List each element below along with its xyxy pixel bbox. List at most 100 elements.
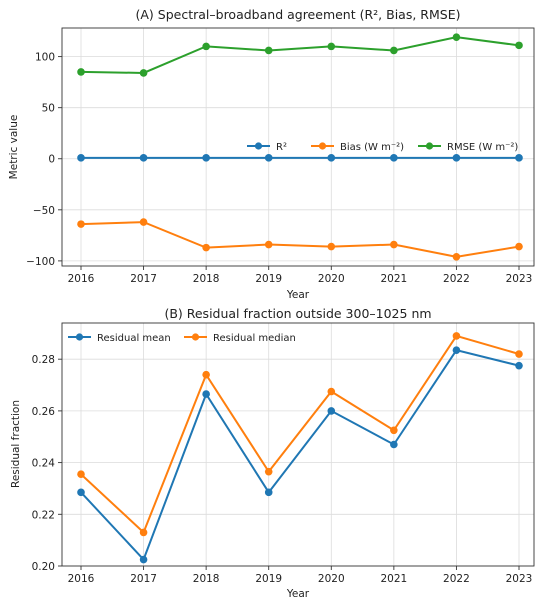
panel-a-point-r	[139, 154, 148, 162]
panel-a-point-bias-w-m	[139, 218, 148, 226]
panel-a-ytick-label: −50	[33, 205, 55, 217]
panel-a-xtick-label: 2020	[318, 273, 345, 285]
panel-a-ylabel: Metric value	[8, 115, 20, 180]
panel-b-xlabel: Year	[286, 588, 310, 600]
legend-marker-residual-median	[191, 333, 200, 341]
panel-b-point-residual-mean	[139, 555, 148, 564]
panel-b-point-residual-mean	[452, 346, 461, 354]
panel-b-plot-frame	[61, 322, 535, 567]
panel-b-series-line-residual-mean	[80, 349, 520, 562]
panel-b-xtick-label: 2022	[443, 573, 470, 585]
panel-a-ticks: 2016 2017 2018 2019 2020 2021 2022 2023 −100 −50 0…	[26, 52, 532, 285]
panel-a-legend: R² Bias (W m⁻²) RMSE (W m⁻²)	[247, 142, 518, 153]
panel-a-point-bias-w-m	[202, 243, 210, 252]
panel-b-ytick-label: 0.28	[32, 354, 55, 366]
legend-marker-bias	[318, 142, 327, 150]
panel-a-point-r	[390, 154, 398, 162]
panel-a-point-bias-w-m	[327, 242, 336, 251]
panel-a-series-line-rmse-w-m	[80, 36, 520, 74]
panel-b-ylabel: Residual fraction	[10, 400, 22, 488]
legend-label-r2: R²	[276, 142, 287, 153]
panel-b-series	[77, 332, 523, 564]
legend-marker-residual-mean	[75, 333, 84, 341]
panel-b-point-residual-mean	[264, 488, 273, 497]
panel-a-series-line-bias-w-m	[80, 221, 520, 258]
panel-a-ytick-label: −100	[26, 256, 55, 268]
panel-a: (A) Spectral–broadband agreement (R², Bi…	[8, 7, 535, 301]
panel-a-point-rmse-w-m	[327, 42, 336, 51]
panel-b-title: (B) Residual fraction outside 300–1025 n…	[164, 306, 431, 321]
panel-b-xtick-label: 2023	[506, 573, 533, 585]
legend-marker-r2	[254, 142, 263, 150]
panel-a-ytick-label: 0	[48, 154, 55, 166]
panel-a-point-rmse-w-m	[77, 68, 85, 76]
panel-b: (B) Residual fraction outside 300–1025 n…	[10, 306, 535, 600]
legend-label-residual-median: Residual median	[213, 333, 296, 344]
panel-a-series	[77, 33, 523, 261]
panel-a-xtick-label: 2023	[506, 273, 533, 285]
legend-label-bias: Bias (W m⁻²)	[340, 142, 404, 153]
panel-b-point-residual-mean	[327, 407, 336, 415]
panel-a-point-bias-w-m	[77, 220, 85, 228]
panel-a-xtick-label: 2022	[443, 273, 470, 285]
legend-label-rmse: RMSE (W m⁻²)	[447, 142, 518, 153]
panel-a-point-r	[452, 154, 461, 162]
legend-item-bias: Bias (W m⁻²)	[311, 142, 404, 153]
panel-b-point-residual-median	[327, 387, 336, 396]
panel-b-ytick-label: 0.22	[32, 509, 55, 521]
panel-a-ytick-label: 50	[42, 103, 55, 115]
panel-a-point-bias-w-m	[264, 240, 273, 249]
panel-a-point-r	[264, 154, 273, 162]
panel-a-point-rmse-w-m	[202, 42, 210, 51]
legend-item-rmse: RMSE (W m⁻²)	[418, 142, 518, 153]
panel-b-xtick-label: 2019	[255, 573, 282, 585]
panel-a-title: (A) Spectral–broadband agreement (R², Bi…	[136, 7, 461, 22]
panel-a-xtick-label: 2018	[193, 273, 220, 285]
panel-a-point-bias-w-m	[515, 242, 523, 251]
legend-marker-rmse	[425, 142, 434, 150]
legend-item-residual-median: Residual median	[184, 333, 296, 344]
panel-b-point-residual-median	[390, 426, 398, 435]
panel-b-point-residual-mean	[390, 440, 398, 449]
panel-a-point-r	[327, 154, 336, 162]
panel-b-ytick-label: 0.24	[32, 458, 56, 470]
panel-a-point-rmse-w-m	[264, 46, 273, 55]
panel-a-point-r	[77, 154, 85, 162]
panel-b-ytick-label: 0.26	[32, 406, 56, 418]
panel-a-plot-frame	[61, 27, 535, 267]
panel-b-xtick-label: 2020	[318, 573, 345, 585]
panel-a-point-rmse-w-m	[139, 69, 148, 77]
legend-item-r2: R²	[247, 142, 287, 153]
panel-a-point-r	[515, 154, 523, 162]
panel-b-xtick-label: 2018	[193, 573, 220, 585]
legend-item-residual-mean: Residual mean	[68, 333, 171, 344]
panel-b-point-residual-median	[202, 370, 210, 379]
panel-a-xtick-label: 2017	[130, 273, 157, 285]
panel-b-series-line-residual-median	[80, 334, 520, 535]
panel-a-xlabel: Year	[286, 289, 310, 301]
panel-b-point-residual-mean	[202, 390, 210, 398]
panel-a-ytick-label: 100	[35, 52, 55, 64]
panel-a-point-bias-w-m	[452, 253, 461, 261]
panel-b-xtick-label: 2021	[380, 573, 407, 585]
panel-b-point-residual-median	[452, 332, 461, 340]
panel-b-ytick-label: 0.20	[32, 561, 55, 573]
panel-b-point-residual-median	[264, 467, 273, 476]
panel-a-point-rmse-w-m	[452, 33, 461, 41]
panel-a-xtick-label: 2016	[68, 273, 95, 285]
legend-label-residual-mean: Residual mean	[97, 333, 171, 344]
panel-b-legend: Residual mean Residual median	[68, 333, 296, 344]
panel-a-point-r	[202, 154, 210, 162]
panel-b-ticks: 2016 2017 2018 2019 2020 2021 2022 2023 0.20 0.22…	[32, 354, 533, 585]
panel-b-point-residual-median	[77, 470, 85, 479]
panel-b-point-residual-mean	[77, 488, 85, 497]
panel-a-point-bias-w-m	[390, 240, 398, 249]
panel-b-xtick-label: 2016	[68, 573, 95, 585]
panel-a-point-rmse-w-m	[390, 46, 398, 55]
panel-a-point-rmse-w-m	[515, 41, 523, 50]
panel-b-grid	[62, 323, 534, 567]
panel-b-point-residual-median	[139, 528, 148, 537]
panel-a-xtick-label: 2021	[380, 273, 407, 285]
panel-b-point-residual-median	[515, 350, 523, 358]
panel-a-xtick-label: 2019	[255, 273, 282, 285]
